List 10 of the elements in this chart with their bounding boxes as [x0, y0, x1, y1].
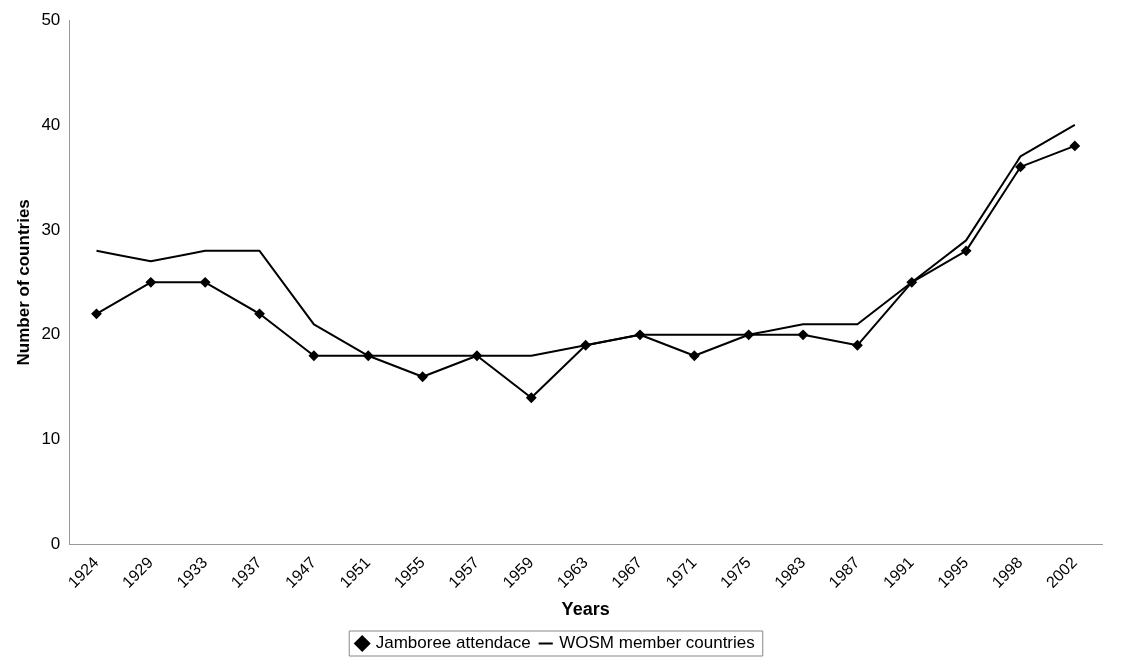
legend-label: WOSM member countries	[559, 633, 755, 653]
y-tick-label: 30	[41, 219, 61, 239]
x-axis-title: Years	[561, 599, 610, 620]
y-axis-title: Number of countries	[13, 199, 33, 366]
y-tick-label: 50	[41, 9, 61, 29]
y-tick-label: 0	[50, 534, 61, 554]
legend-label: Jamboree attendace	[375, 633, 531, 653]
y-tick-label: 20	[41, 324, 61, 344]
y-tick-label: 10	[41, 429, 61, 449]
y-tick-label: 40	[41, 114, 61, 134]
